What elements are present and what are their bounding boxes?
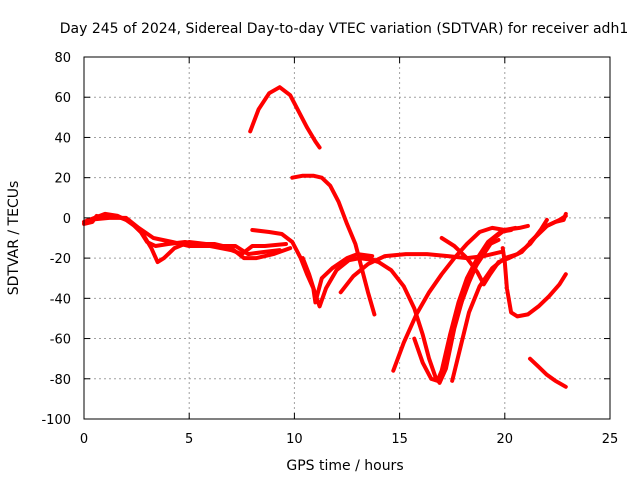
y-tick-label: -80	[50, 373, 71, 388]
series-track-l	[439, 238, 501, 377]
x-axis-label: GPS time / hours	[286, 458, 403, 474]
x-tick-label: 20	[497, 432, 514, 447]
y-tick-label: -40	[50, 292, 71, 307]
series-track-c	[86, 215, 288, 257]
y-tick-label: -100	[41, 413, 71, 428]
series-track-f	[248, 85, 322, 150]
series-track-i	[363, 225, 518, 385]
y-axis-label: SDTVAR / TECUs	[6, 181, 22, 296]
y-tick-label: 20	[54, 172, 71, 187]
plot-frame	[83, 56, 611, 420]
x-tick-label: 15	[391, 432, 408, 447]
y-tick-label: 40	[54, 131, 71, 146]
axis-ticks	[83, 56, 611, 420]
x-tick-label: 0	[80, 432, 88, 447]
x-tick-label: 5	[185, 432, 193, 447]
y-tick-label: 80	[54, 51, 71, 66]
series-track-h	[338, 250, 503, 295]
series-track-o	[500, 246, 568, 319]
series-track-p	[528, 356, 568, 389]
y-tick-label: -20	[50, 252, 71, 267]
series-track-q	[528, 211, 568, 244]
y-tick-label: -60	[50, 333, 71, 348]
series-track-e	[300, 256, 377, 309]
y-tick-labels: -100 -80 -60 -40 -20 0 20 40 60 80	[41, 51, 71, 428]
series-track-g	[290, 173, 377, 317]
y-tick-label: 0	[63, 212, 71, 227]
series-track-a	[82, 213, 282, 265]
x-tick-labels: 0 5 10 15 20 25	[80, 432, 618, 447]
series-track-b	[82, 211, 293, 261]
series-track-j	[412, 228, 514, 383]
x-tick-label: 10	[286, 432, 303, 447]
data-series-group	[82, 85, 568, 389]
chart-title: Day 245 of 2024, Sidereal Day-to-day VTE…	[60, 21, 628, 37]
gridlines	[84, 57, 610, 419]
x-tick-label: 25	[602, 432, 619, 447]
y-tick-label: 60	[54, 91, 71, 106]
